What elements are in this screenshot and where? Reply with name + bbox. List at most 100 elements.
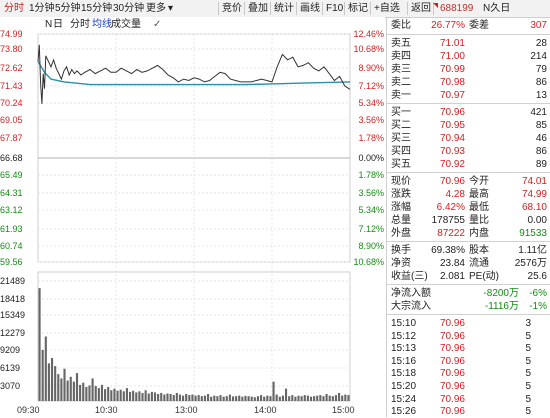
bid-price: 70.92 xyxy=(439,159,465,170)
tick-row: 15:24 70.96 5 xyxy=(387,393,550,406)
ask-row[interactable]: 卖一 70.97 13 xyxy=(387,89,550,102)
stat-label: 现价 xyxy=(391,176,411,187)
divider xyxy=(218,2,219,15)
back-button[interactable]: 返回 xyxy=(411,3,431,14)
volume-bar xyxy=(328,395,331,402)
overlay-button[interactable]: 叠加 xyxy=(248,3,268,14)
tick-price: 70.96 xyxy=(439,318,465,329)
ask-row[interactable]: 卖五 71.01 28 xyxy=(387,37,550,50)
add-watchlist-button[interactable]: +自选 xyxy=(374,3,400,14)
fundamental-row: 净资 23.84 流通 2576万 xyxy=(387,257,550,270)
draw-line-button[interactable]: 画线 xyxy=(300,3,320,14)
ask-row[interactable]: 卖二 70.98 86 xyxy=(387,76,550,89)
intraday-chart xyxy=(37,33,351,402)
bid-row[interactable]: 买一 70.96 421 xyxy=(387,106,550,119)
fundamental-value: 25.6 xyxy=(527,271,547,282)
divider xyxy=(387,241,550,242)
divider xyxy=(387,314,550,315)
f10-button[interactable]: F10 xyxy=(326,3,344,14)
mark-button[interactable]: 标记 xyxy=(348,3,368,14)
volume-bar xyxy=(213,395,216,402)
top-toolbar: 分时 1分钟 5分钟 15分钟 30分钟 更多 ▾ 竞价 叠加 统计 画线 F1… xyxy=(0,0,550,18)
price-tick-label: 60.74 xyxy=(0,241,23,251)
divider xyxy=(344,2,345,15)
volume-bar xyxy=(50,358,54,401)
bid-label: 买二 xyxy=(391,120,411,131)
tick-time: 15:16 xyxy=(391,355,417,367)
tab-intraday[interactable]: 分时 xyxy=(4,3,24,14)
divider xyxy=(270,2,271,15)
ask-row[interactable]: 卖四 71.00 214 xyxy=(387,50,550,63)
bid-price: 70.96 xyxy=(439,107,465,118)
avg-line-label: 均线 xyxy=(92,19,112,30)
bid-row[interactable]: 买五 70.92 89 xyxy=(387,158,550,171)
volume-bar xyxy=(160,392,163,401)
tab-5min[interactable]: 5分钟 xyxy=(55,3,81,14)
check-icon[interactable]: ✓ xyxy=(153,19,162,30)
time-label: 10:30 xyxy=(95,405,118,415)
volume-bar xyxy=(294,396,297,401)
bid-price: 70.93 xyxy=(439,146,465,157)
chevron-down-icon[interactable]: ▾ xyxy=(168,3,174,14)
n-day-label-suffix[interactable]: 日 xyxy=(53,19,63,30)
stat-label: 涨跌 xyxy=(391,189,411,200)
tab-30min[interactable]: 30分钟 xyxy=(113,3,145,14)
stats-button[interactable]: 统计 xyxy=(274,3,294,14)
volume-bar xyxy=(300,396,303,401)
bid-label: 买五 xyxy=(391,159,411,170)
percent-tick-label: 5.34% xyxy=(358,205,384,215)
volume-bar xyxy=(63,368,66,401)
quote-panel: 委比 26.77% 委差 307 卖五 71.01 28 卖四 71.00 214 卖三 70… xyxy=(386,18,550,417)
volume-bar xyxy=(334,395,338,401)
volume-bar xyxy=(163,394,166,401)
tick-row: 15:20 70.96 5 xyxy=(387,380,550,393)
volume-bar xyxy=(104,389,107,401)
ask-label: 卖二 xyxy=(391,77,411,88)
tick-time: 15:13 xyxy=(391,343,417,355)
bid-row[interactable]: 买三 70.94 46 xyxy=(387,132,550,145)
tab-1min[interactable]: 1分钟 xyxy=(29,3,55,14)
stat-value: 74.99 xyxy=(521,189,547,200)
stat-row: 涨幅 6.42% 最低 68.10 xyxy=(387,201,550,214)
bid-row[interactable]: 买二 70.95 85 xyxy=(387,119,550,132)
bid-volume: 421 xyxy=(530,107,547,118)
volume-panel-frame xyxy=(37,271,351,402)
volume-bar xyxy=(150,391,153,401)
volume-bar xyxy=(206,394,210,401)
stat-row: 总量 178755 量比 0.00 xyxy=(387,214,550,227)
volume-bar xyxy=(66,380,69,401)
flow-row: 大宗流入 -1116万 -1% xyxy=(387,300,550,313)
bid-label: 买一 xyxy=(391,107,411,118)
divider xyxy=(244,2,245,15)
tick-price: 70.96 xyxy=(439,393,465,405)
volume-bar xyxy=(210,396,213,401)
bid-row[interactable]: 买四 70.93 86 xyxy=(387,145,550,158)
tab-more[interactable]: 更多 xyxy=(146,3,166,14)
tab-15min[interactable]: 15分钟 xyxy=(81,3,113,14)
ask-row[interactable]: 卖三 70.99 79 xyxy=(387,63,550,76)
stat-row: 涨跌 4.28 最高 74.99 xyxy=(387,188,550,201)
tick-price: 70.96 xyxy=(439,368,465,380)
volume-bar xyxy=(303,395,306,401)
volume-bar xyxy=(94,385,97,401)
volume-bar xyxy=(57,374,60,402)
bid-price: 70.94 xyxy=(439,133,465,144)
volume-bar xyxy=(72,381,75,401)
volume-bar xyxy=(47,363,50,402)
percent-tick-label: 12.46% xyxy=(353,29,384,39)
volume-bar xyxy=(119,389,122,401)
divider xyxy=(433,2,434,15)
tick-time: 15:20 xyxy=(391,381,417,392)
n-day-label[interactable]: N xyxy=(45,19,53,30)
tick-volume: 5 xyxy=(525,343,531,355)
price-tick-label: 73.80 xyxy=(0,44,23,54)
fundamental-value: 2.081 xyxy=(439,271,465,282)
volume-bar xyxy=(338,392,341,401)
ask-label: 卖一 xyxy=(391,90,411,101)
percent-tick-label: 1.78% xyxy=(358,133,384,143)
auction-button[interactable]: 竞价 xyxy=(222,3,242,14)
volume-bar xyxy=(247,396,250,401)
divider xyxy=(387,284,550,285)
tick-time: 15:12 xyxy=(391,330,417,342)
ask-volume: 28 xyxy=(535,38,547,49)
